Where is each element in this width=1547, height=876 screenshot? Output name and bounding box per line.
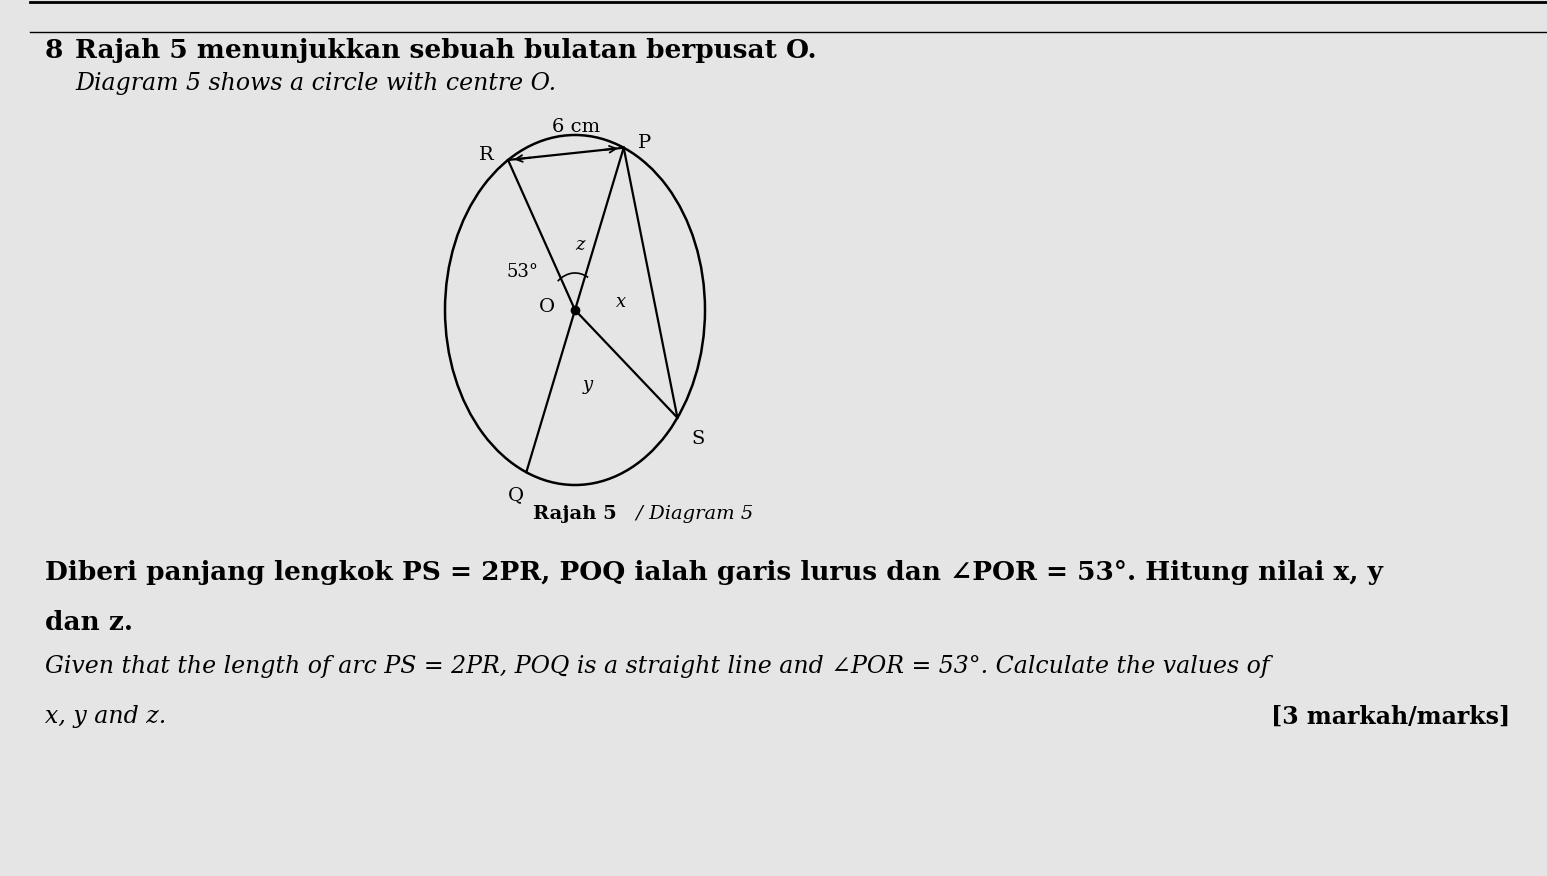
Text: x, y and z.: x, y and z.	[45, 705, 166, 728]
Text: Rajah 5 menunjukkan sebuah bulatan berpusat O.: Rajah 5 menunjukkan sebuah bulatan berpu…	[74, 38, 817, 63]
Text: z: z	[575, 237, 585, 254]
Text: R: R	[480, 146, 493, 164]
Text: Rajah 5: Rajah 5	[534, 505, 617, 523]
Text: P: P	[637, 134, 651, 152]
Text: dan z.: dan z.	[45, 610, 133, 635]
Text: Diagram 5 shows a circle with centre O.: Diagram 5 shows a circle with centre O.	[74, 72, 555, 95]
Text: Q: Q	[509, 486, 524, 505]
Text: O: O	[538, 298, 555, 316]
Text: 8: 8	[45, 38, 63, 63]
Text: S: S	[692, 430, 705, 448]
Text: 6 cm: 6 cm	[552, 118, 600, 136]
Text: / Diagram 5: / Diagram 5	[630, 505, 753, 523]
Text: Diberi panjang lengkok PS = 2PR, POQ ialah garis lurus dan ∠POR = 53°. Hitung ni: Diberi panjang lengkok PS = 2PR, POQ ial…	[45, 560, 1383, 585]
Text: [3 markah/marks]: [3 markah/marks]	[1270, 705, 1510, 729]
Text: y: y	[582, 376, 593, 394]
Text: Given that the length of arc PS = 2PR, POQ is a straight line and ∠POR = 53°. Ca: Given that the length of arc PS = 2PR, P…	[45, 655, 1270, 678]
Text: 53°: 53°	[507, 263, 538, 281]
Text: x: x	[616, 293, 627, 311]
